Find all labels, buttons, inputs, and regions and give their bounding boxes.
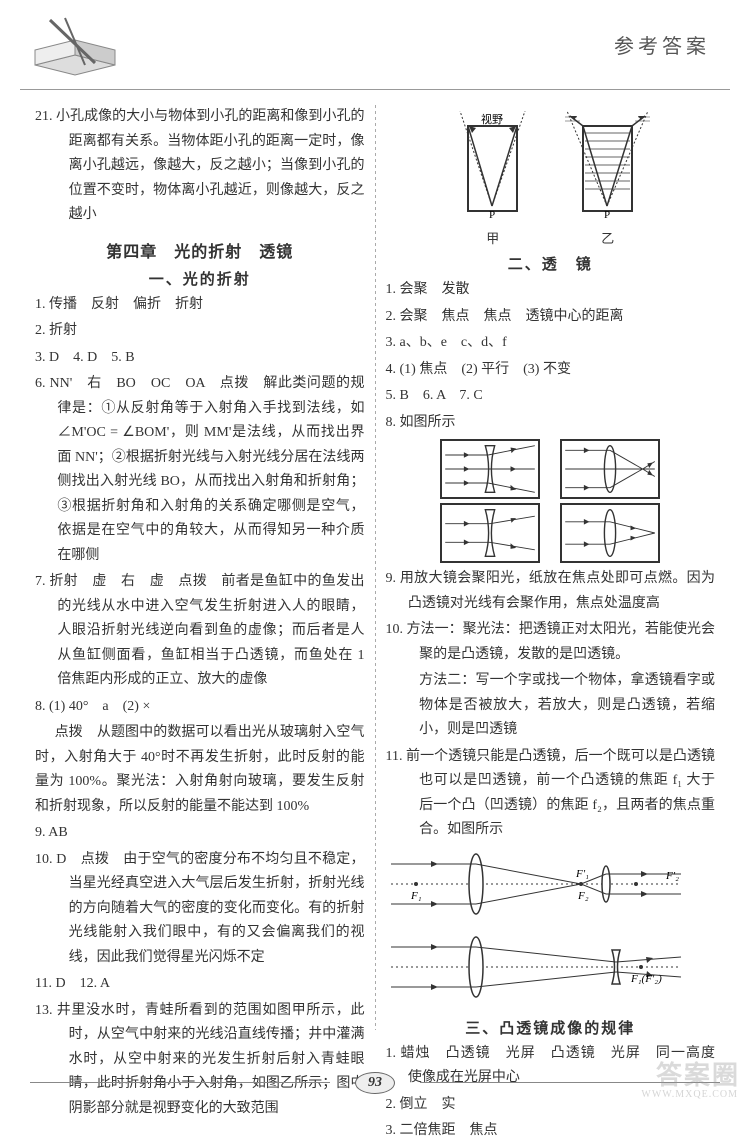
answer-8a: 8. (1) 40° a (2) × xyxy=(35,695,365,720)
answer-9: 9. AB xyxy=(35,821,365,846)
svg-text:F₂: F₂ xyxy=(577,890,589,902)
svg-text:F₁(F'₂): F₁(F'₂) xyxy=(630,973,662,985)
optics-figure-2: F₁(F'₂) xyxy=(386,932,686,1002)
lens-row-2 xyxy=(386,503,716,563)
convex-lens-converge xyxy=(560,439,660,499)
right-column: 视野 P 甲 xyxy=(376,105,726,1030)
answer-b5-7: 5. B 6. A 7. C xyxy=(386,384,716,409)
answer-10: 10. D 点拨 由于空气的密度分布不均匀且不稳定，当星光经真空进入大气层后发生… xyxy=(35,848,365,971)
answer-21: 21. 小孔成像的大小与物体到小孔的距离和像到小孔的距离都有关系。当物体距小孔的… xyxy=(35,105,365,228)
answer-b2: 2. 会聚 焦点 焦点 透镜中心的距离 xyxy=(386,305,716,330)
lens-row-1 xyxy=(386,439,716,499)
left-column: 21. 小孔成像的大小与物体到小孔的距离和像到小孔的距离都有关系。当物体距小孔的… xyxy=(25,105,375,1030)
well-figure-yi: P 乙 xyxy=(565,111,650,247)
svg-text:P: P xyxy=(604,209,610,221)
section-1-title: 一、光的折射 xyxy=(35,268,365,289)
watermark-sub: WWW.MXQE.COM xyxy=(641,1089,738,1100)
svg-text:F'₂: F'₂ xyxy=(665,870,679,882)
book-pen-icon xyxy=(30,15,120,80)
answer-6: 6. NN' 右 BO OC OA 点拨 解此类问题的规律是：①从反射角等于入射… xyxy=(35,372,365,568)
answer-b10: 10. 方法一：聚光法：把透镜正对太阳光，若能使光会聚的是凸透镜，发散的是凹透镜… xyxy=(386,618,716,667)
page-footer: 93 xyxy=(0,1072,750,1094)
convex-lens-parallel xyxy=(560,503,660,563)
svg-text:P: P xyxy=(489,209,495,221)
well-figures: 视野 P 甲 xyxy=(386,111,716,247)
optics-figure-1: F₁ F'₁ F₂ F'₂ xyxy=(386,849,686,919)
svg-text:F'₁: F'₁ xyxy=(575,868,589,880)
answer-b3: 3. a、b、e c、d、f xyxy=(386,331,716,356)
page-header: 参考答案 xyxy=(20,10,730,90)
answer-11-12: 11. D 12. A xyxy=(35,972,365,997)
concave-lens-parallel xyxy=(440,503,540,563)
section-2-title: 二、透 镜 xyxy=(386,253,716,274)
watermark-main: 答案圈 xyxy=(656,1055,740,1092)
answer-b9: 9. 用放大镜会聚阳光，纸放在焦点处即可点燃。因为凸透镜对光线有会聚作用，焦点处… xyxy=(386,567,716,616)
answer-b8: 8. 如图所示 xyxy=(386,411,716,436)
answer-8b: 点拨 从题图中的数据可以看出光从玻璃射入空气时，入射角大于 40°时不再发生折射… xyxy=(35,721,365,819)
answer-b1: 1. 会聚 发散 xyxy=(386,278,716,303)
answer-b11: 11. 前一个透镜只能是凸透镜，后一个既可以是凸透镜也可以是凹透镜，前一个凸透镜… xyxy=(386,745,716,843)
answer-13: 13. 井里没水时，青蛙所看到的范围如图甲所示，此时，从空气中射来的光线沿直线传… xyxy=(35,999,365,1122)
answer-c3: 3. 二倍焦距 焦点 xyxy=(386,1119,716,1144)
content-area: 21. 小孔成像的大小与物体到小孔的距离和像到小孔的距离都有关系。当物体距小孔的… xyxy=(0,90,750,1040)
concave-lens-diverge xyxy=(440,439,540,499)
answer-7: 7. 折射 虚 右 虚 点拨 前者是鱼缸中的鱼发出的光线从水中进入空气发生折射进… xyxy=(35,570,365,693)
svg-text:F₁: F₁ xyxy=(410,890,422,902)
footer-line-left xyxy=(30,1082,330,1083)
answer-3-5: 3. D 4. D 5. B xyxy=(35,346,365,371)
answer-b10b: 方法二：写一个字或找一个物体，拿透镜看字或物体是否被放大，若放大，则是凸透镜，若… xyxy=(386,669,716,743)
chapter-title: 第四章 光的折射 透镜 xyxy=(35,238,365,262)
label-yi: 乙 xyxy=(565,228,650,247)
answer-b4: 4. (1) 焦点 (2) 平行 (3) 不变 xyxy=(386,358,716,383)
section-3-title: 三、凸透镜成像的规律 xyxy=(386,1017,716,1038)
answer-2: 2. 折射 xyxy=(35,319,365,344)
label-jia: 甲 xyxy=(450,228,535,247)
header-title: 参考答案 xyxy=(614,30,710,59)
page-number: 93 xyxy=(355,1072,395,1094)
svg-text:视野: 视野 xyxy=(481,112,503,126)
well-figure-jia: 视野 P 甲 xyxy=(450,111,535,247)
answer-1: 1. 传播 反射 偏折 折射 xyxy=(35,293,365,318)
